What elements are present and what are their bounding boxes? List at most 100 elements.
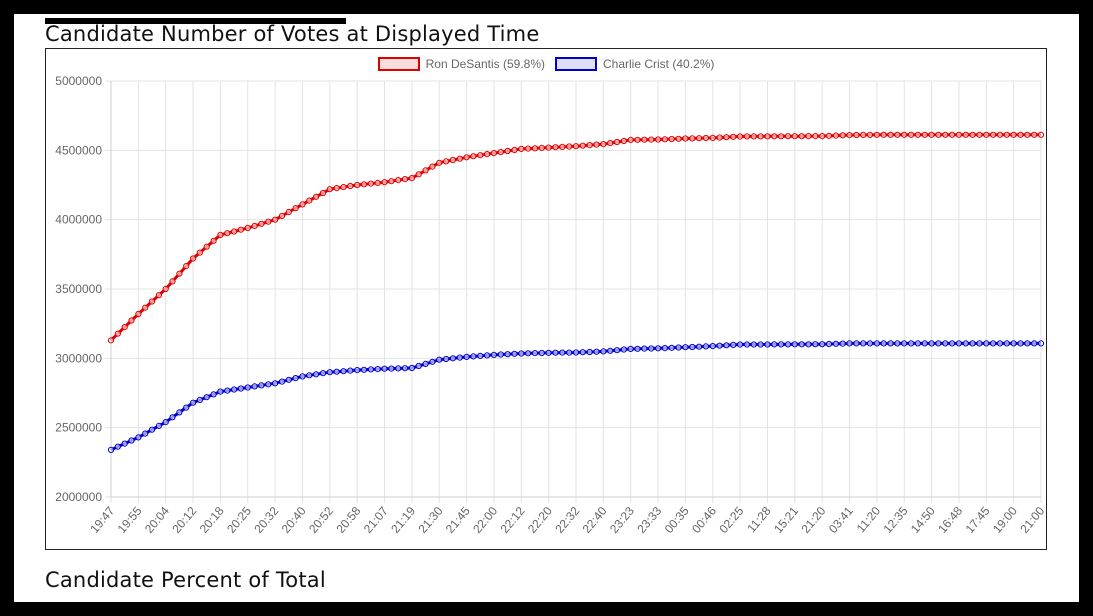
x-tick-label: 12:35 <box>881 504 911 536</box>
series-point-0 <box>354 181 361 189</box>
series-point-0 <box>873 131 881 138</box>
series-point-0 <box>593 141 600 148</box>
series-point-0 <box>224 230 231 237</box>
series-point-0 <box>183 263 190 270</box>
series-point-0 <box>607 140 614 147</box>
series-point-1 <box>723 342 730 349</box>
series-point-1 <box>518 350 525 357</box>
series-point-0 <box>381 179 388 186</box>
series-point-1 <box>812 341 819 348</box>
series-point-0 <box>737 133 744 140</box>
series-point-0 <box>839 132 846 139</box>
section-title-votes: Candidate Number of Votes at Displayed T… <box>45 22 540 46</box>
series-point-1 <box>661 345 669 352</box>
series-point-0 <box>265 218 272 225</box>
series-point-1 <box>976 340 983 347</box>
series-point-1 <box>613 347 621 354</box>
series-point-0 <box>853 131 860 139</box>
series-point-0 <box>210 237 217 244</box>
x-tick-label: 22:32 <box>552 504 582 536</box>
series-point-0 <box>702 134 710 142</box>
series-point-0 <box>415 171 422 178</box>
series-point-0 <box>572 143 580 150</box>
series-point-0 <box>545 144 552 151</box>
series-point-0 <box>470 153 477 160</box>
x-tick-label: 11:28 <box>744 504 774 536</box>
series-point-0 <box>285 208 292 216</box>
x-tick-label: 11:20 <box>854 504 884 536</box>
series-point-1 <box>791 341 798 348</box>
series-point-1 <box>566 349 573 356</box>
series-point-0 <box>196 249 203 256</box>
series-point-0 <box>935 131 942 138</box>
chart-plot: 2000000 2500000 3000000 3500000 4000000 45000… <box>55 74 1046 536</box>
x-tick-label: 23:23 <box>607 504 637 536</box>
series-point-0 <box>463 154 470 161</box>
series-point-0 <box>388 178 395 185</box>
series-point-0 <box>552 144 559 151</box>
series-point-0 <box>627 136 634 144</box>
x-tick-label: 22:00 <box>470 504 500 536</box>
y-tick-label: 2500000 <box>55 421 102 435</box>
series-point-1 <box>443 355 450 363</box>
series-point-0 <box>976 131 983 138</box>
series-point-1 <box>436 356 443 363</box>
legend-swatch-crist <box>555 57 597 71</box>
series-point-1 <box>210 391 217 398</box>
series-point-1 <box>449 355 456 362</box>
series-point-1 <box>866 340 874 347</box>
series-point-1 <box>169 414 176 421</box>
x-tick-label: 20:52 <box>306 504 336 536</box>
series-point-1 <box>778 341 785 348</box>
series-point-0 <box>860 131 867 139</box>
series-point-0 <box>190 255 197 262</box>
legend-item-crist[interactable]: Charlie Crist (40.2%) <box>555 57 714 71</box>
series-point-0 <box>771 133 778 140</box>
series-point-0 <box>1017 131 1024 138</box>
series-point-1 <box>928 340 935 347</box>
series-point-0 <box>142 304 149 311</box>
x-tick-label: 22:12 <box>498 504 528 536</box>
series-point-1 <box>737 341 744 348</box>
series-point-0 <box>784 133 792 140</box>
series-point-1 <box>1017 340 1024 347</box>
series-point-1 <box>525 350 532 357</box>
series-point-0 <box>278 212 286 219</box>
x-tick-label: 00:46 <box>689 504 719 536</box>
series-point-1 <box>552 349 559 356</box>
x-tick-label: 20:12 <box>169 504 199 536</box>
series-point-1 <box>299 373 306 380</box>
series-point-1 <box>675 344 682 351</box>
series-point-1 <box>531 350 539 357</box>
series-point-0 <box>689 135 696 142</box>
series-point-1 <box>278 378 286 385</box>
series-point-1 <box>1031 340 1038 347</box>
series-point-1 <box>648 345 655 352</box>
series-point-1 <box>203 394 210 401</box>
series-point-1 <box>771 341 778 348</box>
series-point-0 <box>306 197 313 204</box>
series-point-1 <box>422 360 429 367</box>
series-point-1 <box>593 348 600 355</box>
series-point-1 <box>354 367 361 374</box>
series-point-1 <box>894 340 901 347</box>
series-point-1 <box>333 368 340 375</box>
series-point-0 <box>969 131 976 138</box>
series-point-0 <box>586 142 593 149</box>
series-point-1 <box>641 345 648 352</box>
series-point-1 <box>696 343 703 350</box>
series-point-1 <box>668 344 675 351</box>
series-point-0 <box>299 201 306 208</box>
legend-item-desantis[interactable]: Ron DeSantis (59.8%) <box>377 57 545 71</box>
series-point-1 <box>381 365 388 372</box>
series-point-0 <box>477 152 484 159</box>
series-point-1 <box>607 347 614 354</box>
x-tick-label: 20:04 <box>142 504 172 536</box>
series-point-0 <box>696 135 703 142</box>
x-tick-label: 21:07 <box>361 504 391 536</box>
y-tick-label: 3500000 <box>55 282 102 296</box>
series-point-1 <box>477 352 484 359</box>
series-point-1 <box>798 341 805 348</box>
series-point-1 <box>237 385 244 392</box>
y-tick-label: 3000000 <box>55 351 102 365</box>
